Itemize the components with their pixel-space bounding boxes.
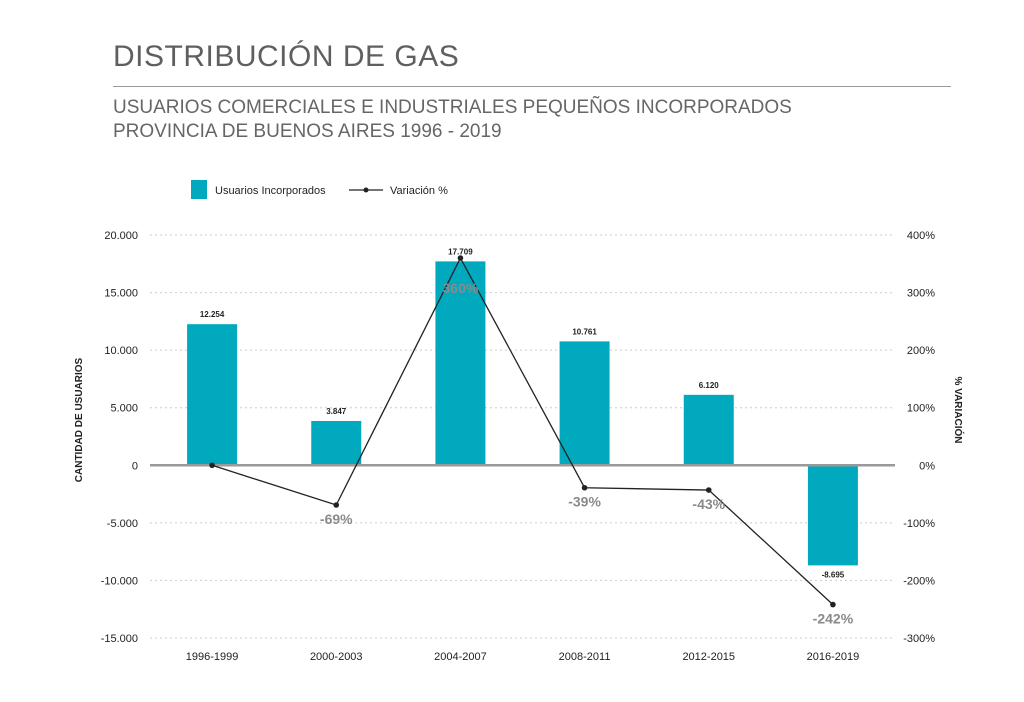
- y-tick-label-left: 10.000: [104, 345, 138, 357]
- legend-label-bars: Usuarios Incorporados: [215, 185, 326, 197]
- category-axis-labels: 1996-1999 2000-2003 2004-2007 2008-2011 2012…: [186, 651, 859, 663]
- bar: [187, 324, 238, 466]
- variation-value-label: -242%: [813, 611, 854, 627]
- y-tick-label-left: -15.000: [101, 633, 138, 645]
- y-axis-title-left: CANTIDAD DE USUARIOS: [74, 357, 85, 482]
- title-divider: [113, 86, 951, 87]
- y-tick-label-right: 400%: [907, 230, 935, 242]
- bar-value-label: 10.761: [572, 327, 597, 336]
- y-tick-label-right: -200%: [903, 575, 935, 587]
- x-tick-label: 2004-2007: [434, 651, 487, 663]
- variation-point: [209, 462, 215, 469]
- y-tick-label-right: -100%: [903, 518, 935, 530]
- bar: [683, 394, 734, 466]
- variation-value-label: -69%: [320, 511, 353, 527]
- y-tick-label-right: -300%: [903, 633, 935, 645]
- y-tick-label-right: 200%: [907, 345, 935, 357]
- bar-value-label: 6.120: [699, 381, 720, 390]
- variation-point: [333, 502, 340, 508]
- y-tick-label-right: 100%: [907, 403, 935, 415]
- left-axis-ticks: 20.000 15.000 10.000 5.000 0 -5.000 -10.000 -15…: [101, 230, 138, 645]
- chart-subtitle-line1: USUARIOS COMERCIALES E INDUSTRIALES PEQU…: [113, 97, 792, 118]
- bar: [559, 341, 610, 466]
- legend-label-line: Variación %: [390, 185, 448, 197]
- chart-subtitle-line2: PROVINCIA DE BUENOS AIRES 1996 - 2019: [113, 121, 502, 142]
- y-tick-label-left: -5.000: [107, 518, 138, 530]
- x-tick-label: 1996-1999: [186, 651, 239, 663]
- x-tick-label: 2008-2011: [559, 651, 611, 663]
- bar-value-label: 3.847: [326, 407, 347, 416]
- bar: [311, 420, 362, 466]
- legend-swatch-marker: [363, 187, 369, 193]
- y-tick-label-left: 20.000: [104, 230, 138, 242]
- variation-value-label: -43%: [692, 496, 725, 512]
- x-tick-label: 2016-2019: [807, 651, 860, 663]
- variation-point: [705, 487, 712, 493]
- bar-value-label: -8.695: [822, 570, 845, 579]
- y-axis-title-right: % VARIACIÓN: [952, 376, 965, 443]
- y-tick-label-right: 300%: [907, 288, 935, 300]
- variation-line: [211, 256, 834, 606]
- right-axis-ticks: 400% 300% 200% 100% 0% -100% -200% -300%: [903, 230, 935, 645]
- legend: Usuarios Incorporados Variación %: [191, 180, 448, 199]
- y-tick-label-left: 0: [132, 460, 138, 472]
- bar: [435, 261, 486, 466]
- bar: [807, 465, 858, 566]
- y-tick-label-left: 5.000: [110, 403, 138, 415]
- legend-swatch-bars: [191, 180, 207, 199]
- variation-value-label: -39%: [568, 494, 601, 510]
- bar-value-label: 17.709: [448, 247, 473, 256]
- variation-value-label: 360%: [443, 280, 479, 296]
- variation-point: [830, 601, 836, 608]
- chart-title: DISTRIBUCIÓN DE GAS: [113, 40, 460, 73]
- y-tick-label-left: -10.000: [101, 575, 138, 587]
- y-tick-label-left: 15.000: [104, 288, 138, 300]
- variation-point: [581, 484, 588, 491]
- bar-value-label: 12.254: [200, 310, 225, 319]
- x-tick-label: 2000-2003: [310, 651, 363, 663]
- bars-layer: [187, 261, 858, 566]
- grid-layer: [150, 234, 895, 639]
- variation-point: [457, 255, 464, 261]
- data-labels-layer: 12.254 3.847 17.709 10.761 6.120 -8.695 -69% 36…: [200, 247, 854, 626]
- y-tick-label-right: 0%: [919, 460, 935, 472]
- variation-line-layer: [209, 255, 836, 608]
- x-tick-label: 2012-2015: [682, 651, 735, 663]
